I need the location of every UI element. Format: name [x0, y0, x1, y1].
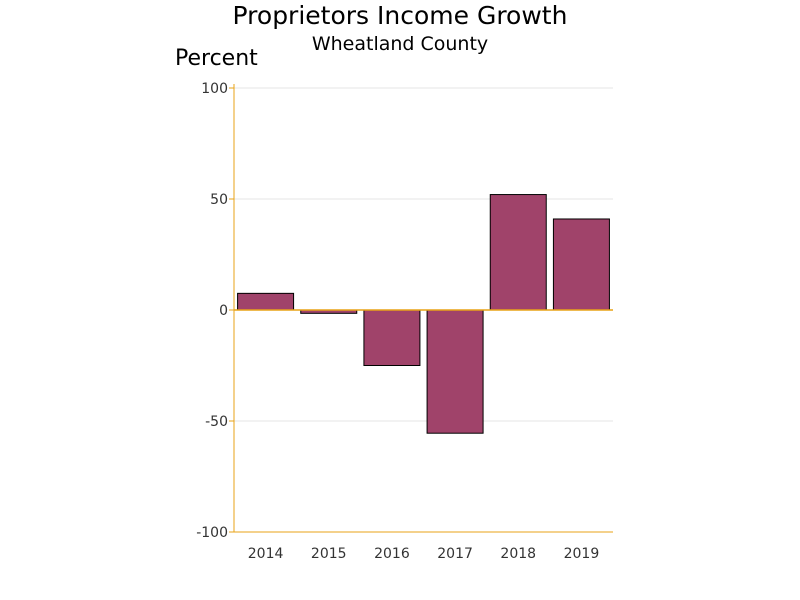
- bar-2016: [363, 309, 421, 366]
- chart-subtitle: Wheatland County: [311, 33, 489, 55]
- bar-2019: [552, 218, 610, 311]
- y-tick-label: -100: [196, 525, 228, 541]
- x-tick-label: 2014: [248, 546, 284, 562]
- x-tick-label: 2016: [374, 546, 410, 562]
- x-axis-ticks: 2014 2015 2016 2017 2018 2019: [248, 546, 599, 562]
- x-tick-label: 2017: [437, 546, 473, 562]
- y-axis-label: Percent: [175, 46, 258, 71]
- bar-2014: [237, 292, 295, 311]
- x-tick-label: 2019: [564, 546, 600, 562]
- axes: [233, 84, 613, 533]
- x-tick-label: 2015: [311, 546, 347, 562]
- y-tick-label: -50: [205, 414, 228, 430]
- y-tick-label: 50: [210, 192, 228, 208]
- y-tick-label: 0: [219, 303, 228, 319]
- x-tick-label: 2018: [500, 546, 536, 562]
- y-tick-label: 100: [201, 81, 228, 97]
- y-axis-ticks: 100 50 0 -50 -100: [196, 81, 234, 541]
- bars: [237, 194, 610, 434]
- bar-2018: [489, 194, 547, 311]
- chart-title: Proprietors Income Growth: [232, 1, 568, 30]
- bar-2017: [426, 309, 484, 434]
